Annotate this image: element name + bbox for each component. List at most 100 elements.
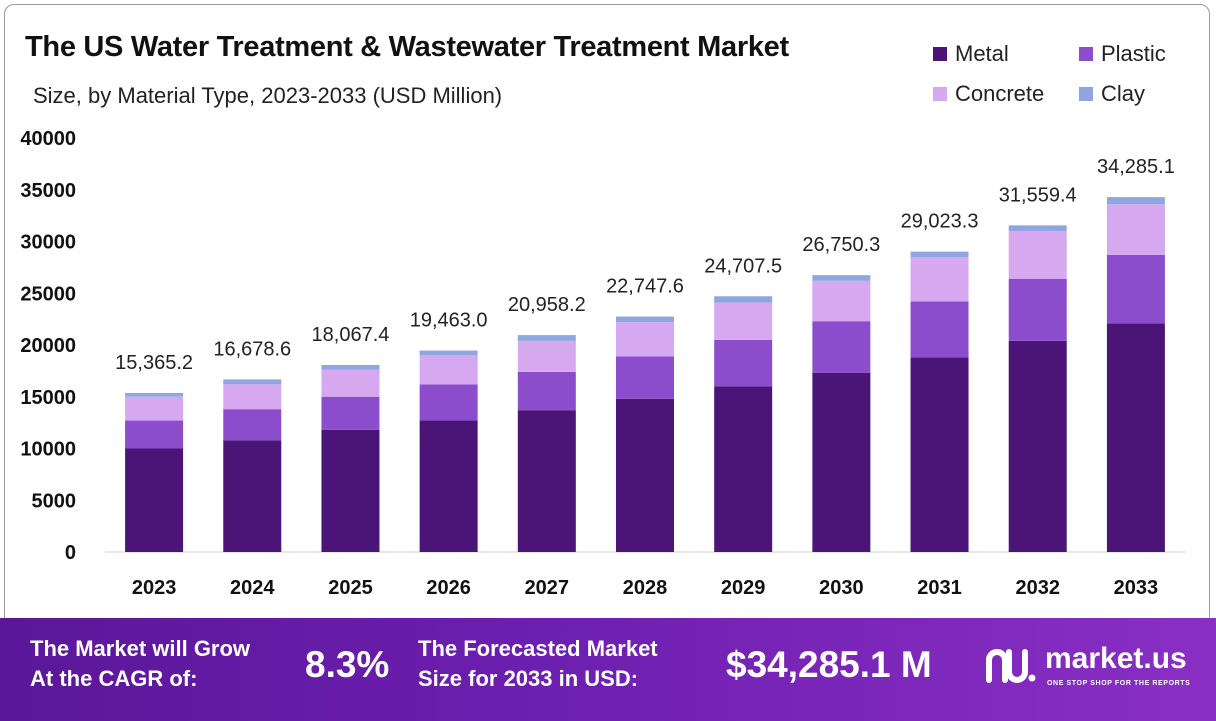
- bar-segment-plastic: [1106, 254, 1165, 324]
- bar-segment-metal: [1106, 323, 1165, 552]
- bar-segment-plastic: [910, 301, 969, 358]
- market-us-logo-icon: [986, 649, 1036, 683]
- bar-segment-plastic: [223, 409, 282, 441]
- bar-segment-concrete: [714, 302, 773, 340]
- bar-segment-metal: [125, 448, 184, 552]
- bar-total-label: 29,023.3: [901, 211, 979, 233]
- bar-segment-plastic: [714, 339, 773, 387]
- bar-segment-plastic: [125, 420, 184, 449]
- bar-segment-metal: [616, 398, 674, 552]
- legend-item-clay: Clay: [1079, 81, 1145, 107]
- bar-segment-concrete: [321, 369, 380, 397]
- bar-segment-concrete: [125, 396, 184, 421]
- bar-segment-concrete: [812, 280, 871, 322]
- legend-swatch-concrete: [933, 87, 947, 101]
- bar-segment-metal: [223, 440, 282, 552]
- bar-total-label: 20,958.2: [508, 294, 586, 316]
- bar-segment-concrete: [517, 340, 576, 372]
- legend-item-concrete: Concrete: [933, 81, 1044, 107]
- bar-segment-plastic: [1008, 278, 1067, 341]
- footer-banner: The Market will Grow At the CAGR of: 8.3…: [0, 618, 1216, 721]
- bar-segment-metal: [910, 357, 969, 552]
- x-tick-label: 2032: [1015, 577, 1060, 599]
- bar-total-label: 18,067.4: [312, 324, 390, 346]
- bar-segment-clay: [517, 335, 576, 341]
- bar-segment-clay: [616, 316, 674, 323]
- x-tick-label: 2024: [230, 577, 275, 599]
- bar-segment-clay: [1008, 225, 1067, 232]
- bar-total-label: 24,707.5: [704, 255, 782, 277]
- cagr-value: 8.3%: [305, 644, 390, 685]
- bar-total-label: 15,365.2: [115, 352, 193, 374]
- legend-label-plastic: Plastic: [1101, 41, 1166, 66]
- bar-segment-concrete: [616, 322, 674, 357]
- bar-segment-concrete: [1106, 204, 1165, 255]
- x-tick-label: 2025: [328, 577, 373, 599]
- legend-item-metal: Metal: [933, 41, 1009, 67]
- bar-total-label: 26,750.3: [802, 234, 880, 256]
- y-tick-label: 15000: [20, 387, 76, 409]
- chart-legend: Metal Plastic Concrete Clay: [933, 41, 1203, 121]
- forecast-label: The Forecasted Market Size for 2033 in U…: [418, 634, 658, 694]
- bar-segment-clay: [223, 379, 282, 385]
- bar-segment-metal: [517, 410, 576, 552]
- brand-name: market.us: [1045, 642, 1187, 675]
- bar-segment-clay: [714, 296, 773, 303]
- forecast-label-line2: Size for 2033 in USD:: [418, 666, 639, 691]
- bar-segment-clay: [419, 350, 478, 356]
- forecast-value: $34,285.1 M: [726, 644, 932, 685]
- x-tick-label: 2023: [132, 577, 177, 599]
- bar-segment-metal: [419, 420, 478, 552]
- y-tick-label: 5000: [32, 490, 77, 512]
- bar-segment-plastic: [616, 356, 674, 399]
- brand-tagline: ONE STOP SHOP FOR THE REPORTS: [1047, 680, 1191, 687]
- legend-label-metal: Metal: [955, 41, 1009, 66]
- y-tick-label: 30000: [20, 232, 76, 254]
- bar-segment-clay: [910, 251, 969, 258]
- y-tick-label: 35000: [20, 180, 76, 202]
- y-tick-label: 0: [65, 542, 76, 564]
- x-tick-label: 2031: [917, 577, 962, 599]
- y-tick-label: 40000: [20, 128, 76, 150]
- y-tick-label: 10000: [20, 439, 76, 461]
- legend-item-plastic: Plastic: [1079, 41, 1166, 67]
- bar-segment-metal: [812, 372, 871, 552]
- bar-segment-plastic: [812, 321, 871, 373]
- chart-subtitle: Size, by Material Type, 2023-2033 (USD M…: [33, 83, 503, 108]
- legend-swatch-plastic: [1079, 47, 1093, 61]
- x-tick-label: 2027: [525, 577, 570, 599]
- forecast-label-line1: The Forecasted Market: [418, 636, 658, 661]
- bar-segment-metal: [1008, 340, 1067, 552]
- y-tick-label: 25000: [20, 283, 76, 305]
- cagr-label-line2: At the CAGR of:: [30, 666, 198, 691]
- bar-segment-plastic: [321, 396, 380, 430]
- bar-segment-metal: [714, 386, 773, 552]
- stacked-bar-chart: 0 5000 10000 15000 20000 25000 30000 35000 40000…: [20, 128, 1185, 599]
- x-tick-label: 2030: [819, 577, 864, 599]
- bar-segment-plastic: [419, 384, 478, 421]
- bar-segment-concrete: [223, 384, 282, 410]
- bar-segment-clay: [321, 365, 380, 370]
- x-tick-label: 2033: [1114, 577, 1159, 599]
- bar-total-label: 16,678.6: [213, 338, 291, 360]
- cagr-label-line1: The Market will Grow: [30, 636, 251, 661]
- bar-segment-concrete: [1008, 231, 1067, 279]
- bar-segment-concrete: [910, 257, 969, 302]
- legend-swatch-clay: [1079, 87, 1093, 101]
- x-tick-label: 2028: [623, 577, 668, 599]
- bar-total-label: 22,747.6: [606, 276, 684, 298]
- x-tick-label: 2029: [721, 577, 766, 599]
- bar-segment-clay: [1106, 197, 1165, 205]
- bar-segment-plastic: [517, 371, 576, 411]
- legend-label-concrete: Concrete: [955, 81, 1045, 106]
- bar-total-label: 34,285.1: [1097, 156, 1175, 178]
- bar-segment-clay: [812, 275, 871, 281]
- legend-swatch-metal: [933, 47, 947, 61]
- chart-title: The US Water Treatment & Wastewater Trea…: [25, 31, 789, 63]
- bar-segment-concrete: [419, 355, 478, 385]
- legend-label-clay: Clay: [1101, 81, 1146, 106]
- bar-segment-clay: [125, 392, 184, 397]
- bar-total-label: 19,463.0: [410, 310, 488, 332]
- x-tick-label: 2026: [426, 577, 471, 599]
- bar-segment-metal: [321, 429, 380, 552]
